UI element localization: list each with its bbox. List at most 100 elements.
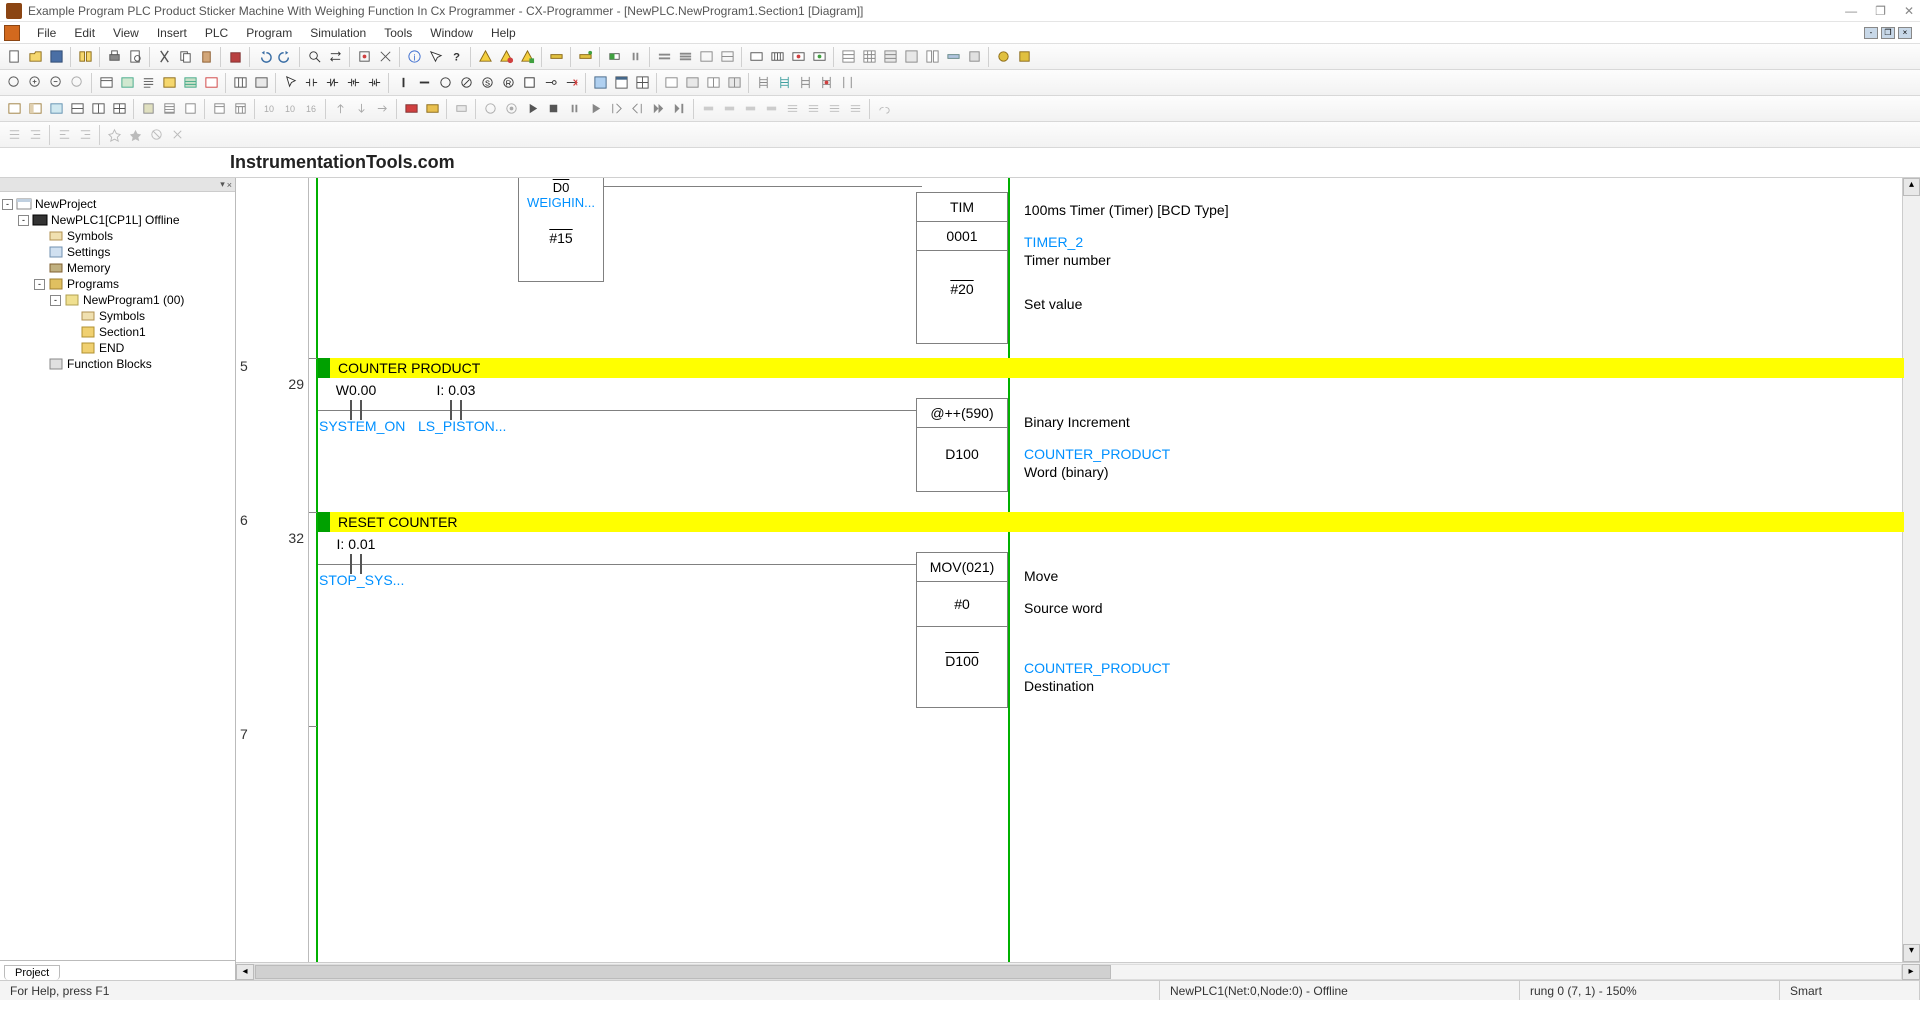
play2-icon[interactable] — [585, 99, 605, 119]
menu-tools[interactable]: Tools — [375, 24, 421, 42]
help-icon[interactable] — [425, 47, 445, 67]
grid4-icon[interactable] — [901, 47, 921, 67]
mon-a-icon[interactable] — [230, 73, 250, 93]
expand-icon[interactable]: - — [2, 199, 13, 210]
del-line-icon[interactable] — [561, 73, 581, 93]
increment-box[interactable]: @++(590) D100 — [916, 398, 1008, 492]
expand-icon[interactable]: - — [18, 215, 29, 226]
step-in-icon[interactable] — [606, 99, 626, 119]
tree-end[interactable]: END — [2, 340, 233, 356]
tree-root[interactable]: - NewProject — [2, 196, 233, 212]
panel-f-icon[interactable] — [109, 99, 129, 119]
al-a-icon[interactable] — [698, 99, 718, 119]
menu-view[interactable]: View — [104, 24, 148, 42]
tree-program1[interactable]: - NewProgram1 (00) — [2, 292, 233, 308]
func-icon[interactable] — [519, 73, 539, 93]
step-b-icon[interactable] — [501, 99, 521, 119]
num-10-icon[interactable]: 10 — [259, 99, 279, 119]
scroll-down-icon[interactable]: ▾ — [1903, 944, 1920, 962]
indent-in-icon[interactable] — [25, 125, 45, 145]
contact-n-icon[interactable] — [364, 73, 384, 93]
prop-b-icon[interactable] — [159, 99, 179, 119]
rung-d-icon[interactable] — [717, 47, 737, 67]
mdi-restore[interactable]: ❐ — [1881, 27, 1895, 39]
whats-this-icon[interactable]: ? — [446, 47, 466, 67]
coil-neg-icon[interactable] — [456, 73, 476, 93]
maximize-button[interactable]: ❐ — [1875, 4, 1886, 18]
tree-memory[interactable]: Memory — [2, 260, 233, 276]
prop-a-icon[interactable] — [138, 99, 158, 119]
zoom-in-icon[interactable] — [25, 73, 45, 93]
lad-c-icon[interactable] — [795, 73, 815, 93]
mdi-close[interactable]: × — [1898, 27, 1912, 39]
al-f-icon[interactable] — [803, 99, 823, 119]
sim-toggle-icon[interactable] — [604, 47, 624, 67]
tool-a-icon[interactable] — [993, 47, 1013, 67]
cut-icon[interactable] — [154, 47, 174, 67]
arrow-up-icon[interactable] — [330, 99, 350, 119]
tree-close-icon[interactable]: × — [227, 180, 232, 190]
contact-p-icon[interactable] — [343, 73, 363, 93]
save-icon[interactable] — [46, 47, 66, 67]
tree-programs[interactable]: - Programs — [2, 276, 233, 292]
tree-symbols[interactable]: Symbols — [2, 228, 233, 244]
align-r-icon[interactable] — [75, 125, 95, 145]
tree-plc[interactable]: - NewPLC1[CP1L] Offline — [2, 212, 233, 228]
coil-set-icon[interactable]: S — [477, 73, 497, 93]
coil-rst-icon[interactable]: R — [498, 73, 518, 93]
win-a-icon[interactable] — [590, 73, 610, 93]
print-icon[interactable] — [104, 47, 124, 67]
vertical-scrollbar[interactable]: ▴ ▾ — [1902, 178, 1920, 962]
find-icon[interactable] — [304, 47, 324, 67]
compare-box[interactable]: D0 WEIGHIN... #15 — [518, 178, 604, 282]
ff-icon[interactable] — [648, 99, 668, 119]
rung-a-icon[interactable] — [654, 47, 674, 67]
view-d-icon[interactable] — [159, 73, 179, 93]
menu-plc[interactable]: PLC — [196, 24, 237, 42]
zoom-out-icon[interactable] — [46, 73, 66, 93]
sim1-icon[interactable] — [401, 99, 421, 119]
cursor-icon[interactable] — [280, 73, 300, 93]
scroll-up-icon[interactable]: ▴ — [1903, 178, 1920, 196]
stop-icon[interactable] — [543, 99, 563, 119]
panel-d-icon[interactable] — [67, 99, 87, 119]
tree-pin-icon[interactable]: ▾ — [220, 179, 225, 190]
mark-a-icon[interactable] — [104, 125, 124, 145]
prop-c-icon[interactable] — [180, 99, 200, 119]
mark-d-icon[interactable] — [167, 125, 187, 145]
expand-icon[interactable]: - — [34, 279, 45, 290]
view-e-icon[interactable] — [180, 73, 200, 93]
undo-icon[interactable] — [254, 47, 274, 67]
hline-icon[interactable] — [414, 73, 434, 93]
panel-a-icon[interactable] — [4, 99, 24, 119]
contact-nc-icon[interactable] — [322, 73, 342, 93]
timer-box[interactable]: TIM 0001 #20 — [916, 192, 1008, 344]
al-b-icon[interactable] — [719, 99, 739, 119]
tbl-c-icon[interactable] — [703, 73, 723, 93]
not-icon[interactable] — [540, 73, 560, 93]
win-b-icon[interactable] — [611, 73, 631, 93]
rung-comment[interactable]: COUNTER PRODUCT — [318, 358, 1904, 378]
win-c-icon[interactable] — [632, 73, 652, 93]
grid2-icon[interactable] — [859, 47, 879, 67]
delete-icon[interactable] — [225, 47, 245, 67]
rung-comment[interactable]: RESET COUNTER — [318, 512, 1904, 532]
lad-b-icon[interactable] — [774, 73, 794, 93]
cross-ref-icon[interactable] — [375, 47, 395, 67]
replace-icon[interactable] — [325, 47, 345, 67]
panel-c-icon[interactable] — [46, 99, 66, 119]
net2-icon[interactable] — [575, 47, 595, 67]
mem-a-icon[interactable] — [746, 47, 766, 67]
goto-icon[interactable] — [354, 47, 374, 67]
num-10b-icon[interactable]: 10 — [280, 99, 300, 119]
dbg-a-icon[interactable] — [451, 99, 471, 119]
mem-d-icon[interactable] — [809, 47, 829, 67]
open-icon[interactable] — [25, 47, 45, 67]
al-c-icon[interactable] — [740, 99, 760, 119]
pause-icon[interactable] — [625, 47, 645, 67]
lad-a-icon[interactable] — [753, 73, 773, 93]
lad-d-icon[interactable] — [816, 73, 836, 93]
coil-icon[interactable] — [435, 73, 455, 93]
align-l-icon[interactable] — [54, 125, 74, 145]
menu-window[interactable]: Window — [421, 24, 482, 42]
